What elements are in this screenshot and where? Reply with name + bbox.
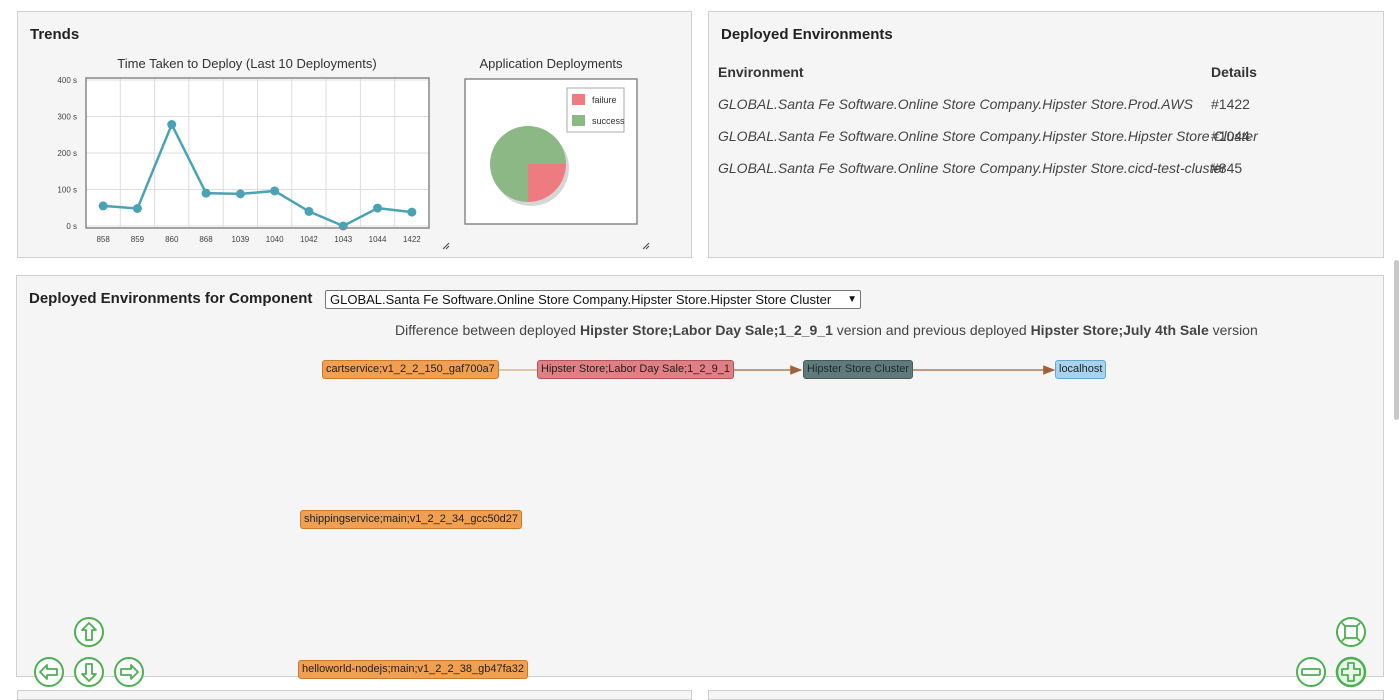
line-chart-point[interactable] [304,206,314,216]
y-tick-label: 400 s [57,76,77,85]
diff-current-version: Hipster Store;Labor Day Sale;1_2_9_1 [579,322,833,338]
details-cell[interactable]: #1422 [1211,96,1250,112]
deployed-environments-panel: Deployed Environments Environment Detail… [708,11,1384,258]
line-chart-point[interactable] [338,221,348,231]
graph-node-helloworld[interactable]: helloworld-nodejs;main;v1_2_2_38_gb47fa3… [298,660,528,679]
fit-to-screen-button[interactable] [1335,616,1367,648]
y-tick-label: 300 s [57,113,77,122]
environment-cell: GLOBAL.Santa Fe Software.Online Store Co… [718,96,1193,112]
zoom-out-button[interactable] [1295,656,1327,688]
deploy-time-line-chart: Time Taken to Deploy (Last 10 Deployment… [57,56,430,244]
environment-cell: GLOBAL.Santa Fe Software.Online Store Co… [718,128,1258,144]
trends-title: Trends [30,26,80,43]
y-tick-label: 200 s [57,149,77,158]
pie-chart-slices [490,126,569,206]
legend-label-success: success [592,116,625,126]
line-chart-point[interactable] [235,189,245,199]
diff-previous-version: Hipster Store;July 4th Sale [1030,322,1209,338]
line-chart-x-axis: 858 859 860 868 1039 1040 1042 1043 1044 1422 [96,235,421,244]
deployed-environments-title: Deployed Environments [721,26,893,43]
version-diff-text: Difference between deployed Hipster Stor… [395,322,1258,338]
trends-panel: Trends Time Taken to Deploy (Last 10 Dep… [17,11,692,258]
component-environments-panel: Deployed Environments for Component GLOB… [16,275,1384,688]
x-tick-label: 1042 [300,235,318,244]
x-tick-label: 1039 [231,235,249,244]
pie-chart-legend: failure success [566,87,625,133]
lower-panel-left [17,690,692,700]
line-chart-title: Time Taken to Deploy (Last 10 Deployment… [117,56,376,71]
x-tick-label: 858 [96,235,110,244]
x-tick-label: 1422 [403,235,421,244]
line-chart-point[interactable] [373,203,383,213]
line-chart-frame [85,77,430,229]
window-scrollbar[interactable] [1394,260,1399,420]
pan-right-button[interactable] [113,656,145,688]
pan-down-button[interactable] [73,656,105,688]
legend-swatch-failure [572,94,585,105]
pie-slice-success[interactable] [490,126,566,202]
line-chart-point[interactable] [167,120,177,130]
line-chart-point[interactable] [270,186,280,196]
x-tick-label: 859 [131,235,145,244]
environment-cell: GLOBAL.Santa Fe Software.Online Store Co… [718,160,1226,176]
pan-left-button[interactable] [33,656,65,688]
x-tick-label: 1040 [266,235,284,244]
line-chart-point[interactable] [407,207,417,217]
lower-panel-right [708,690,1384,700]
legend-swatch-success [572,115,585,126]
app-deployments-pie-chart: Application Deployments failure success [464,56,638,225]
y-tick-label: 0 s [66,222,77,231]
line-chart-point[interactable] [132,203,142,213]
graph-node-localhost[interactable]: localhost [1055,360,1107,379]
x-tick-label: 868 [199,235,213,244]
details-cell[interactable]: #845 [1211,160,1243,176]
line-chart-series [103,121,412,228]
y-tick-label: 100 s [57,186,77,195]
line-chart-resize-handle[interactable] [442,242,450,250]
line-chart-grid [86,78,429,228]
details-cell[interactable]: #1044 [1211,128,1250,144]
diff-suffix: version [1208,322,1258,338]
x-tick-label: 860 [165,235,179,244]
x-tick-label: 1043 [334,235,352,244]
environment-select[interactable]: GLOBAL.Santa Fe Software.Online Store Co… [325,290,861,309]
column-header-environment: Environment [718,64,804,80]
pan-up-button[interactable] [73,616,105,648]
environment-select-value: GLOBAL.Santa Fe Software.Online Store Co… [330,292,832,307]
graph-node-cluster[interactable]: Hipster Store Cluster [803,360,914,379]
component-panel-title: Deployed Environments for Component [29,290,313,307]
pie-chart-title: Application Deployments [479,56,623,71]
graph-node-shippingservice[interactable]: shippingservice;main;v1_2_2_34_gcc50d27 [300,510,523,529]
line-chart-y-axis: 0 s 100 s 200 s 300 s 400 s [57,76,77,231]
chevron-down-icon: ▼ [847,294,857,305]
graph-node-cartservice[interactable]: cartservice;v1_2_2_150_gaf700a7 [322,360,499,379]
pie-slice-failure[interactable] [528,164,566,202]
column-header-details: Details [1211,64,1257,80]
x-tick-label: 1044 [369,235,387,244]
pie-chart-resize-handle[interactable] [642,242,650,250]
zoom-in-button[interactable] [1335,656,1367,688]
diff-middle: version and previous deployed [832,322,1031,338]
diff-prefix: Difference between deployed [395,322,580,338]
line-chart-point[interactable] [201,188,211,198]
deployment-graph-edges [492,365,1056,375]
graph-node-release[interactable]: Hipster Store;Labor Day Sale;1_2_9_1 [537,360,734,379]
line-chart-points [98,120,417,231]
line-chart-point[interactable] [98,201,108,211]
legend-label-failure: failure [592,95,617,105]
